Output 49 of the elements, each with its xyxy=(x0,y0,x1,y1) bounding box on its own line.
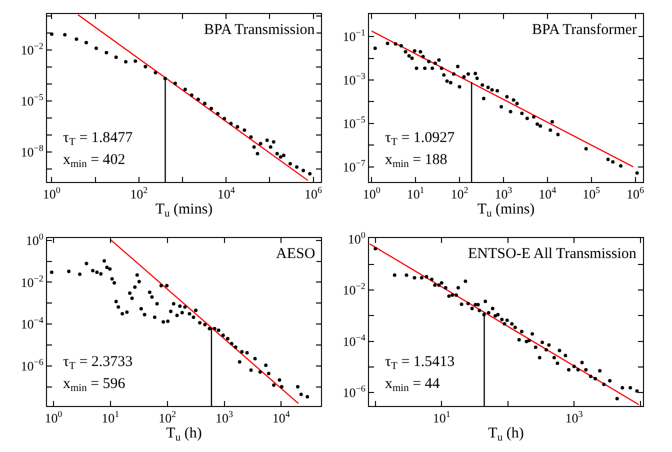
y-tick-label: 10$^{−3}$ xyxy=(342,71,366,88)
annotation: x$_{min}$ = 188 xyxy=(385,152,448,170)
x-tick-label: 10$^{2}$ xyxy=(130,185,148,202)
x-axis-title: T$_{u}$ (h) xyxy=(488,426,524,444)
x-tick-label: 10$^{0}$ xyxy=(42,185,61,202)
x-tick-label: 10$^{3}$ xyxy=(565,409,584,426)
y-tick-label: 10$^{−2}$ xyxy=(20,273,44,290)
x-tick-label: 10$^{3}$ xyxy=(215,409,234,426)
x-tick-label: 10$^{3}$ xyxy=(494,185,513,202)
y-tick-label: 10$^{−8}$ xyxy=(20,143,44,160)
text: AESO xyxy=(276,246,316,262)
text: BPA Transmission xyxy=(204,22,316,38)
x-tick-label: 10$^{6}$ xyxy=(304,185,323,202)
y-tick-label: 10$^{−5}$ xyxy=(342,114,366,131)
text: ENTSO-E All Transmission xyxy=(468,246,637,262)
annotation: τ$_{T}$ = 1.5413 xyxy=(385,354,455,372)
text: BPA Transformer xyxy=(532,22,637,38)
x-axis-title: T$_{u}$ (mins) xyxy=(155,202,213,220)
x-tick-label: 10$^{1}$ xyxy=(406,185,424,202)
y-tick-label: 10$^{−7}$ xyxy=(342,158,366,174)
x-tick-label: 10$^{4}$ xyxy=(217,185,236,202)
y-tick-label: 10$^{−2}$ xyxy=(342,281,366,298)
x-tick-label: 10$^{1}$ xyxy=(432,409,450,426)
x-axis-title: T$_{u}$ (h) xyxy=(166,426,202,444)
x-axis-title: T$_{u}$ (mins) xyxy=(477,202,535,220)
x-tick-label: 10$^{5}$ xyxy=(582,185,601,202)
x-tick-label: 10$^{0}$ xyxy=(362,185,381,202)
y-tick-label: 10$^{−6}$ xyxy=(20,356,44,374)
y-tick-label: 10$^{−5}$ xyxy=(20,92,44,108)
annotation: τ$_{T}$ = 1.0927 xyxy=(385,130,456,148)
x-tick-label: 10$^{1}$ xyxy=(102,409,120,426)
annotation: x$_{min}$ = 596 xyxy=(63,376,126,394)
y-tick-label: 10$^{−2}$ xyxy=(20,41,44,58)
x-tick-label: 10$^{4}$ xyxy=(538,185,557,202)
x-tick-label: 10$^{4}$ xyxy=(272,409,290,426)
x-tick-label: 10$^{6}$ xyxy=(626,185,644,202)
annotation: x$_{min}$ = 402 xyxy=(63,152,126,170)
x-tick-label: 10$^{2}$ xyxy=(450,185,469,202)
y-tick-label: 10$^{0}$ xyxy=(26,231,44,248)
annotation: τ$_{T}$ = 2.3733 xyxy=(63,354,133,372)
annotation: τ$_{T}$ = 1.8477 xyxy=(63,130,134,148)
y-tick-label: 10$^{0}$ xyxy=(348,230,366,246)
x-tick-label: 10$^{2}$ xyxy=(158,409,177,426)
x-tick-label: 10$^{0}$ xyxy=(44,409,63,426)
y-tick-label: 10$^{−4}$ xyxy=(342,332,366,349)
y-tick-label: 10$^{−4}$ xyxy=(20,315,44,332)
y-tick-label: 10$^{−6}$ xyxy=(342,384,366,400)
y-tick-label: 10$^{−1}$ xyxy=(342,28,366,44)
annotation: x$_{min}$ = 44 xyxy=(385,376,440,394)
